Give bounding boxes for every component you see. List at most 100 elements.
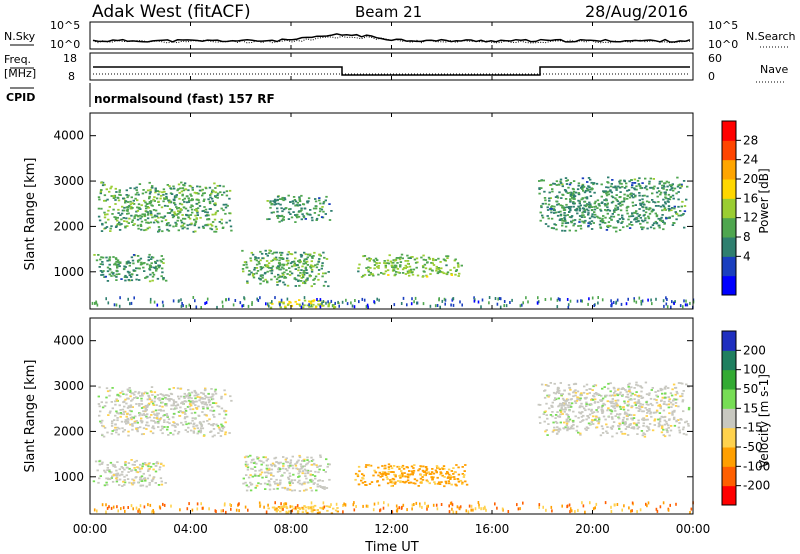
- scatter-cell: [216, 196, 219, 199]
- scatter-cell: [609, 390, 612, 393]
- scatter-cell: [115, 469, 118, 472]
- scatter-cell: [405, 480, 408, 483]
- scatter-cell: [631, 509, 633, 513]
- scatter-cell: [304, 267, 307, 270]
- scatter-cell: [357, 270, 360, 273]
- scatter-cell: [282, 462, 285, 465]
- scatter-cell: [127, 434, 130, 437]
- scatter-cell: [177, 188, 180, 190]
- scatter-cell: [642, 419, 645, 421]
- scatter-cell: [138, 259, 141, 261]
- scatter-cell: [281, 251, 284, 254]
- scatter-cell: [437, 271, 440, 273]
- scatter-cell: [126, 212, 129, 215]
- scatter-cell: [620, 388, 623, 390]
- scatter-cell: [300, 466, 304, 469]
- scatter-cell: [577, 184, 580, 187]
- scatter-cell: [595, 392, 598, 394]
- scatter-cell: [191, 400, 194, 402]
- scatter-cell: [519, 507, 521, 511]
- scatter-cell: [396, 507, 399, 511]
- scatter-cell: [187, 197, 190, 200]
- scatter-cell: [163, 204, 167, 207]
- scatter-cell: [143, 199, 146, 202]
- scatter-cell: [270, 211, 273, 214]
- scatter-cell: [148, 467, 151, 470]
- scatter-cell: [428, 258, 431, 260]
- scatter-cell: [312, 300, 315, 303]
- scatter-cell: [658, 224, 661, 227]
- scatter-cell: [369, 271, 372, 274]
- scatter-cell: [384, 472, 387, 475]
- scatter-cell: [677, 419, 680, 421]
- scatter-cell: [309, 506, 313, 509]
- scatter-cell: [636, 433, 639, 435]
- scatter-cell: [316, 509, 319, 512]
- scatter-cell: [100, 256, 103, 259]
- scatter-cell: [540, 383, 544, 386]
- scatter-cell: [441, 467, 444, 469]
- scatter-cell: [319, 506, 322, 509]
- scatter-cell: [192, 425, 195, 428]
- scatter-cell: [361, 481, 365, 484]
- scatter-cell: [181, 411, 185, 414]
- scatter-cell: [199, 427, 203, 430]
- scatter-cell: [566, 298, 569, 301]
- scatter-cell: [168, 201, 171, 204]
- scatter-cell: [245, 455, 248, 458]
- scatter-cell: [122, 430, 125, 433]
- scatter-cell: [296, 512, 300, 514]
- scatter-cell: [623, 400, 626, 403]
- scatter-cell: [285, 510, 288, 514]
- scatter-cell: [569, 199, 572, 202]
- scatter-cell: [131, 406, 134, 408]
- scatter-cell: [635, 220, 638, 223]
- scatter-cell: [324, 280, 327, 283]
- scatter-cell: [263, 272, 267, 275]
- scatter-cell: [592, 423, 595, 425]
- scatter-cell: [366, 257, 369, 260]
- scatter-cell: [132, 203, 136, 205]
- scatter-cell: [115, 480, 119, 483]
- scatter-cell: [191, 186, 194, 189]
- scatter-cell: [591, 412, 594, 414]
- scatter-cell: [670, 394, 674, 397]
- scatter-cell: [134, 390, 137, 393]
- scatter-cell: [643, 433, 647, 436]
- scatter-cell: [410, 268, 413, 271]
- scatter-cell: [114, 474, 118, 477]
- scatter-cell: [130, 279, 134, 282]
- scatter-cell: [449, 476, 452, 479]
- scatter-cell: [162, 262, 165, 264]
- scatter-cell: [589, 178, 592, 181]
- scatter-cell: [139, 225, 143, 227]
- scatter-cell: [120, 473, 123, 476]
- scatter-cell: [685, 420, 688, 423]
- scatter-cell: [101, 461, 104, 464]
- scatter-cell: [108, 263, 111, 266]
- scatter-cell: [421, 476, 424, 478]
- scatter-cell: [298, 199, 301, 202]
- scatter-cell: [179, 187, 182, 190]
- scatter-cell: [406, 479, 410, 482]
- scatter-cell: [414, 482, 417, 485]
- scatter-cell: [256, 270, 260, 272]
- scatter-cell: [290, 489, 294, 492]
- scatter-cell: [312, 303, 315, 306]
- scatter-cell: [302, 216, 306, 219]
- scatter-cell: [103, 484, 107, 487]
- scatter-cell: [519, 304, 522, 308]
- scatter-cell: [665, 197, 668, 200]
- scatter-cell: [318, 468, 321, 471]
- scatter-cell: [271, 252, 274, 255]
- scatter-cell: [651, 192, 654, 195]
- scatter-cell: [463, 470, 466, 472]
- scatter-cell: [150, 212, 153, 215]
- scatter-cell: [680, 185, 683, 188]
- scatter-cell: [221, 425, 224, 427]
- scatter-cell: [153, 214, 157, 217]
- scatter-cell: [651, 302, 653, 306]
- scatter-cell: [201, 188, 204, 191]
- scatter-cell: [153, 391, 157, 394]
- scatter-cell: [597, 422, 600, 425]
